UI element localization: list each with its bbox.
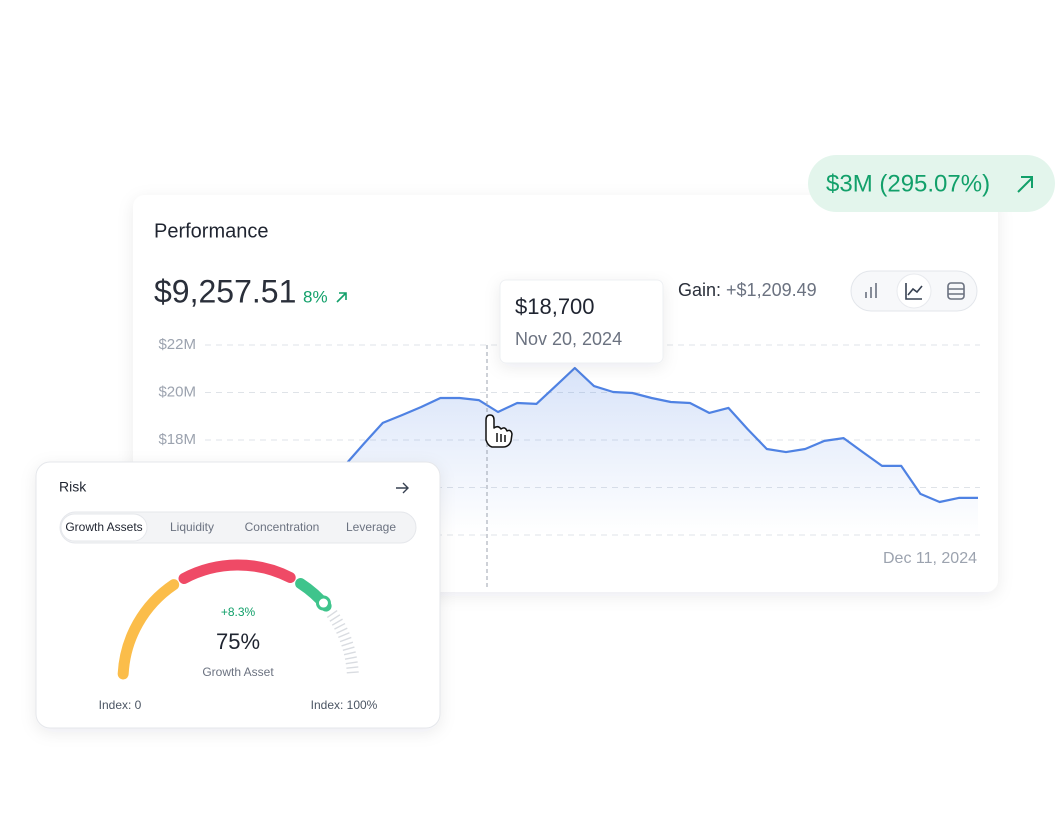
gauge-tick xyxy=(341,641,354,647)
tabs: Growth Assets Liquidity Concentration Lever… xyxy=(60,513,396,542)
card-title: Performance xyxy=(154,220,269,242)
gain-label-text: Gain: xyxy=(678,280,721,300)
tab[interactable]: Leverage xyxy=(346,520,396,534)
gauge-tick xyxy=(345,661,358,665)
gauge-tick xyxy=(329,614,341,622)
risk-card: Risk Growth Assets Liquidity Concentration… xyxy=(35,461,441,729)
open-arrow[interactable] xyxy=(396,482,409,494)
portfolio-value: $9,257.51 xyxy=(154,273,296,309)
y-tick-label: $22M xyxy=(158,336,196,353)
gauge-change: +8.3% xyxy=(221,605,256,619)
tab[interactable]: Concentration xyxy=(245,520,320,534)
active-view-bg xyxy=(896,273,932,309)
gauge-tick xyxy=(343,651,356,656)
gain-value: +$1,209.49 xyxy=(726,280,817,300)
gauge-tick xyxy=(346,671,359,674)
gauge-label: Growth Asset xyxy=(202,665,274,679)
view-switcher xyxy=(850,270,978,312)
cursor xyxy=(485,414,513,448)
y-tick-label: $20M xyxy=(158,383,196,400)
gauge xyxy=(117,559,359,680)
gauge-tick xyxy=(334,622,346,630)
tooltip: $18,700 Nov 20, 2024 xyxy=(499,279,664,364)
gauge-tick xyxy=(326,610,338,619)
badge-arrow xyxy=(1017,176,1033,193)
tabs-bg xyxy=(59,511,417,544)
change: 8% xyxy=(303,287,328,306)
gauge-tick xyxy=(331,618,343,626)
tooltip-value: $18,700 xyxy=(515,294,595,319)
gauge-tick xyxy=(344,656,357,660)
badge-text: $3M (295.07%) xyxy=(826,170,990,197)
gauge-mid xyxy=(178,559,296,584)
risk-title: Risk xyxy=(59,479,87,495)
gauge-tick xyxy=(346,666,359,669)
gauge-tick xyxy=(339,636,352,643)
tab[interactable]: Growth Assets xyxy=(65,520,142,534)
table-view[interactable] xyxy=(947,282,965,300)
return-badge: $3M (295.07%) xyxy=(808,155,1055,212)
gauge-low xyxy=(117,579,180,680)
tooltip-date: Nov 20, 2024 xyxy=(515,329,622,349)
badge-bg xyxy=(808,155,1055,212)
bar-view[interactable] xyxy=(865,283,877,298)
x-tick-label: Dec 11, 2024 xyxy=(883,550,977,567)
y-tick-label: $18M xyxy=(158,431,196,448)
gauge-tick xyxy=(338,632,350,639)
index-min: Index: 0 xyxy=(99,698,142,712)
active-tab-bg xyxy=(60,513,148,542)
gain-label: Gain: +$1,209.49 xyxy=(678,280,817,300)
risk-card-bg xyxy=(35,461,441,729)
gauge-tick xyxy=(342,646,355,651)
line-view[interactable] xyxy=(905,283,923,300)
up-arrow xyxy=(336,292,347,303)
tab[interactable]: Liquidity xyxy=(170,520,214,534)
gauge-value: 75% xyxy=(216,629,260,654)
tooltip-box xyxy=(499,279,664,364)
gauge-tick xyxy=(336,627,348,634)
gauge-marker xyxy=(315,595,331,611)
index-max: Index: 100% xyxy=(311,698,378,712)
